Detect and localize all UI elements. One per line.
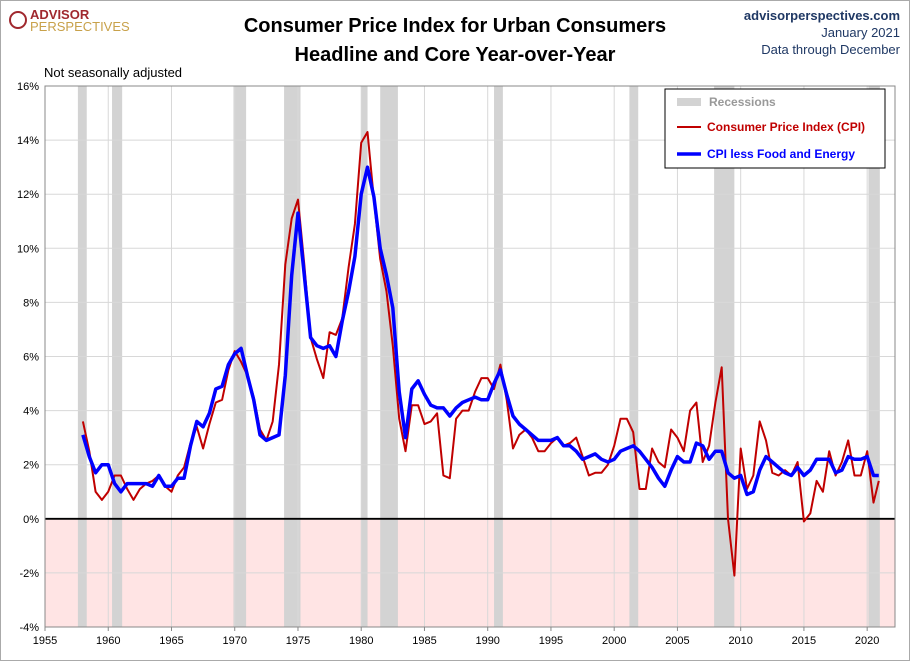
- legend-box: [664, 88, 886, 169]
- logo-top: ADVISOR: [30, 7, 90, 22]
- y-tick-label: -2%: [19, 568, 39, 580]
- y-tick-label: 0%: [23, 514, 39, 526]
- x-tick-label: 1990: [475, 635, 499, 647]
- y-tick-label: 12%: [17, 189, 39, 201]
- x-tick-label: 2020: [855, 635, 879, 647]
- y-tick-label: -4%: [19, 622, 39, 634]
- x-tick-label: 2015: [792, 635, 816, 647]
- chart-subtitle: Headline and Core Year-over-Year: [295, 44, 616, 66]
- y-tick-label: 8%: [23, 297, 39, 309]
- x-tick-label: 2000: [602, 635, 626, 647]
- chart-title: Consumer Price Index for Urban Consumers: [244, 15, 666, 37]
- legend: Recessions Consumer Price Index (CPI) CPI …: [664, 88, 886, 169]
- x-tick-label: 1980: [349, 635, 373, 647]
- x-tick-label: 1970: [222, 635, 246, 647]
- x-tick-label: 2010: [728, 635, 752, 647]
- x-tick-label: 1995: [539, 635, 563, 647]
- logo: ADVISOR PERSPECTIVES: [9, 7, 130, 34]
- x-tick-label: 1965: [159, 635, 183, 647]
- x-tick-label: 1985: [412, 635, 436, 647]
- x-tick-label: 1960: [96, 635, 120, 647]
- series-line: [81, 165, 879, 497]
- x-tick-label: 1955: [33, 635, 57, 647]
- legend-label: Recessions: [709, 95, 776, 109]
- legend-swatch: [677, 98, 701, 106]
- y-tick-label: 6%: [23, 352, 39, 364]
- legend-label: Consumer Price Index (CPI): [707, 120, 865, 134]
- note: Data through December: [761, 42, 900, 57]
- x-tick-label: 2005: [665, 635, 689, 647]
- x-tick-label: 1975: [286, 635, 310, 647]
- annotation: Not seasonally adjusted: [44, 65, 182, 80]
- date: January 2021: [821, 25, 900, 40]
- logo-icon: [9, 11, 27, 29]
- plot-border: [44, 85, 896, 628]
- logo-bottom: PERSPECTIVES: [30, 19, 130, 34]
- legend-label: CPI less Food and Energy: [707, 147, 855, 161]
- y-tick-label: 4%: [23, 406, 39, 418]
- y-tick-label: 2%: [23, 460, 39, 472]
- y-tick-label: 10%: [17, 243, 39, 255]
- site: advisorperspectives.com: [744, 8, 900, 23]
- y-tick-label: 14%: [17, 135, 39, 147]
- y-tick-label: 16%: [17, 81, 39, 93]
